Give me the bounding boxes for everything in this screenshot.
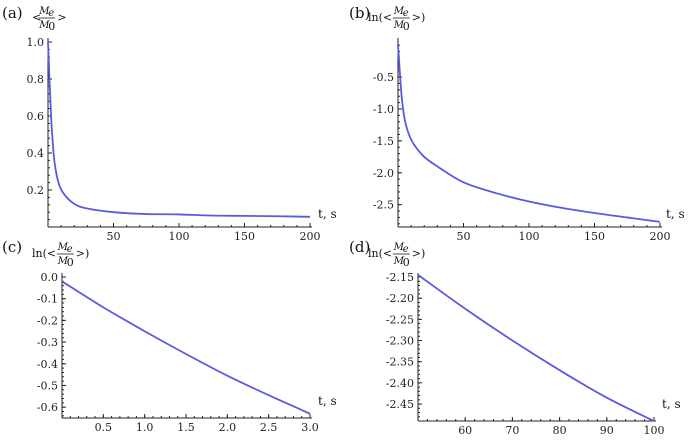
y-tick-label: -2.40	[386, 377, 414, 390]
series-line	[47, 41, 311, 218]
y-tick-label: -2.15	[386, 271, 414, 284]
y-label-denominator: M	[57, 256, 69, 267]
x-axis-label: t, s	[318, 394, 337, 408]
x-tick-label: 70	[505, 424, 519, 437]
y-tick-label: -2.45	[386, 398, 414, 411]
y-label-numerator: M	[393, 242, 405, 253]
y-tick-label: -2.30	[386, 335, 414, 348]
y-tick-label: -2.20	[386, 292, 414, 305]
y-tick-label: -0.1	[37, 293, 58, 306]
y-tick-label: 0.2	[27, 184, 45, 197]
y-label-denominator: M	[38, 20, 50, 31]
y-tick-label: 1.0	[27, 36, 45, 49]
x-tick-label: 80	[553, 424, 567, 437]
series-line	[397, 45, 661, 223]
x-tick-label: 2.5	[260, 421, 278, 434]
x-tick-label: 1.5	[177, 421, 195, 434]
x-tick-label: 100	[644, 424, 665, 437]
y-tick-label: 0.6	[27, 110, 45, 123]
y-label-denominator-sub: 0	[403, 256, 410, 269]
y-tick-label: -1.0	[373, 103, 394, 116]
y-tick-label: -2.35	[386, 356, 414, 369]
y-label-denominator: M	[393, 256, 405, 267]
y-tick-label: -1.5	[373, 135, 394, 148]
series-line	[417, 274, 655, 422]
x-tick-label: 100	[169, 230, 190, 243]
x-tick-label: 150	[234, 230, 255, 243]
y-label-prefix: ln(<	[32, 247, 56, 260]
y-label-denominator-sub: 0	[403, 20, 410, 33]
series-line	[61, 280, 311, 415]
x-axis-label: t, s	[662, 397, 681, 411]
x-tick-label: 50	[457, 230, 471, 243]
y-label-suffix: >)	[76, 247, 90, 260]
x-tick-label: 150	[584, 230, 605, 243]
y-tick-label: -0.5	[373, 71, 394, 84]
y-label-numerator-sub: e	[48, 8, 54, 19]
x-tick-label: 0.5	[95, 421, 113, 434]
y-tick-label: -2.0	[373, 167, 394, 180]
y-label-suffix: >	[57, 11, 66, 24]
y-tick-label: -2.5	[373, 199, 394, 212]
y-label-numerator: M	[393, 6, 405, 17]
x-axis-label: t, s	[318, 207, 337, 221]
panel-label: (a)	[2, 4, 23, 22]
y-label-suffix: >)	[412, 247, 426, 260]
y-tick-label: 0.0	[41, 271, 59, 284]
x-tick-label: 200	[300, 230, 321, 243]
y-label-prefix: ln(<	[368, 247, 392, 260]
y-label-denominator-sub: 0	[67, 256, 74, 269]
x-tick-label: 100	[519, 230, 540, 243]
y-label-numerator-sub: e	[67, 244, 73, 255]
y-label-numerator-sub: e	[403, 8, 409, 19]
y-tick-label: 0.4	[27, 147, 45, 160]
y-tick-label: -2.25	[386, 313, 414, 326]
y-label-denominator-sub: 0	[48, 20, 55, 33]
y-label-numerator: M	[38, 6, 50, 17]
y-label-prefix: <	[32, 11, 41, 24]
x-tick-label: 3.0	[301, 421, 319, 434]
y-tick-label: -0.2	[37, 314, 58, 327]
y-tick-label: 0.8	[27, 73, 45, 86]
x-axis-label: t, s	[666, 207, 685, 221]
y-label-suffix: >)	[412, 11, 426, 24]
y-label-numerator: M	[57, 242, 69, 253]
x-tick-label: 60	[458, 424, 472, 437]
x-tick-label: 90	[600, 424, 614, 437]
panel-label: (c)	[2, 238, 22, 256]
y-label-prefix: ln(<	[368, 11, 392, 24]
x-tick-label: 2.0	[219, 421, 237, 434]
y-label-numerator-sub: e	[403, 244, 409, 255]
panel-label: (b)	[349, 4, 370, 22]
y-tick-label: -0.6	[37, 401, 58, 414]
x-tick-label: 200	[650, 230, 671, 243]
y-tick-label: -0.3	[37, 336, 58, 349]
y-label-denominator: M	[393, 20, 405, 31]
x-tick-label: 50	[107, 230, 121, 243]
x-tick-label: 1.0	[136, 421, 154, 434]
y-tick-label: -0.5	[37, 379, 58, 392]
y-tick-label: -0.4	[37, 358, 58, 371]
panel-label: (d)	[349, 238, 370, 256]
